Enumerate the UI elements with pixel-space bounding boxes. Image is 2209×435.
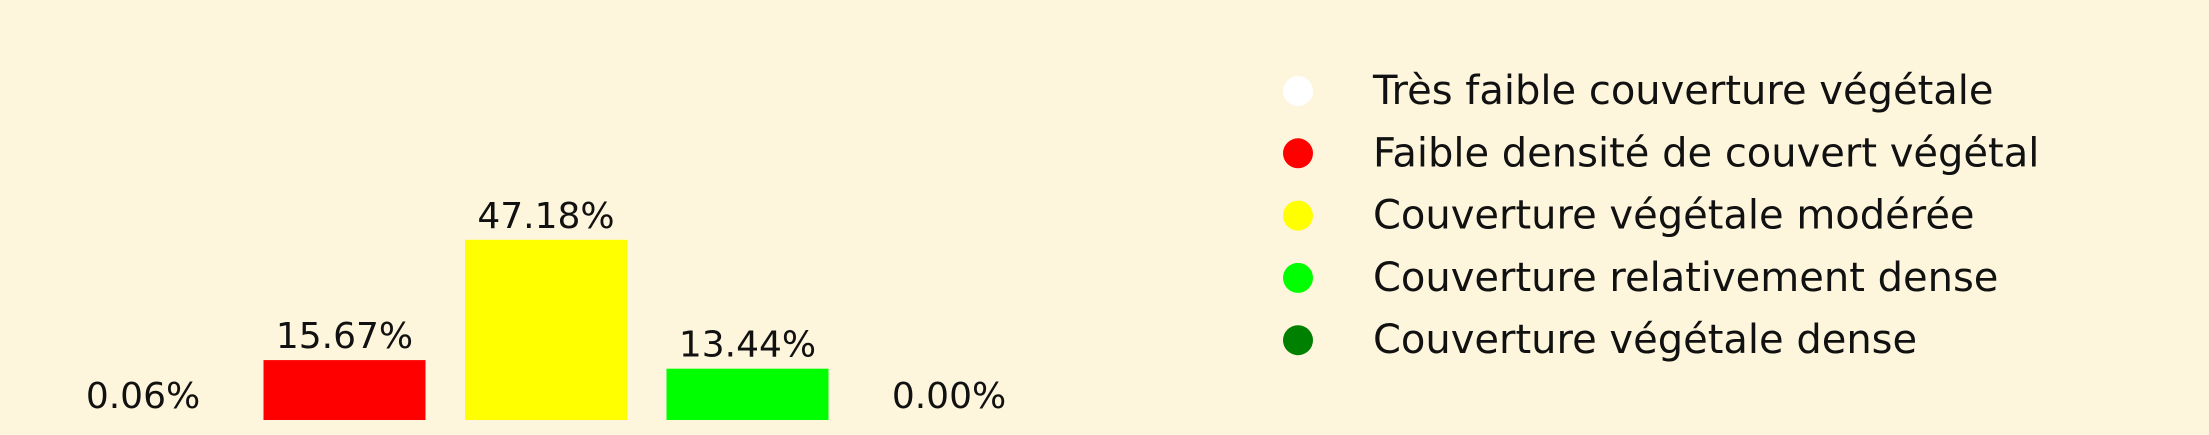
bar-value-label-5: 0.00%	[892, 376, 1006, 417]
legend-marker-4	[1283, 262, 1313, 293]
legend-label-1: Très faible couverture végétale	[1372, 68, 1994, 114]
bars-group: 0.06% 15.67% 47.18% 13.44% 0.00%	[62, 196, 1006, 420]
bar-value-label-3: 47.18%	[477, 196, 614, 237]
bar-2	[263, 360, 426, 420]
legend-label-4: Couverture relativement dense	[1373, 255, 1998, 301]
legend-marker-5	[1283, 325, 1313, 356]
legend-label-3: Couverture végétale modérée	[1373, 193, 1975, 239]
legend-marker-1	[1283, 76, 1313, 106]
bar-value-label-1: 0.06%	[86, 376, 200, 417]
bar-3	[465, 239, 627, 420]
bar-value-label-2: 15.67%	[276, 316, 413, 357]
legend: Très faible couverture végétale Faible de…	[1283, 68, 2039, 363]
bar-4	[666, 368, 829, 420]
legend-marker-3	[1283, 200, 1313, 231]
legend-label-2: Faible densité de couvert végétal	[1373, 130, 2039, 176]
legend-marker-2	[1283, 138, 1313, 169]
bar-value-label-4: 13.44%	[679, 325, 816, 366]
legend-label-5: Couverture végétale dense	[1373, 317, 1917, 363]
